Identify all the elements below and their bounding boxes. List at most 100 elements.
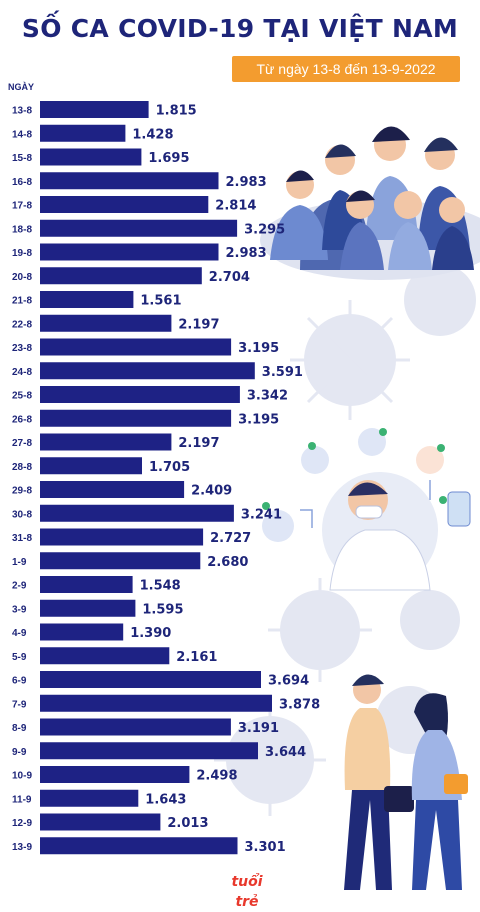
- bar: [40, 386, 240, 403]
- bar: [40, 196, 209, 213]
- category-label: 8-9: [12, 723, 27, 734]
- bar: [40, 243, 219, 261]
- value-label: 3.301: [245, 840, 286, 855]
- value-label: 2.013: [167, 816, 208, 831]
- bar: [40, 837, 238, 855]
- category-label: 2-9: [12, 581, 27, 592]
- bar: [40, 124, 126, 142]
- category-label: 26-8: [12, 414, 32, 425]
- bar: [40, 718, 231, 736]
- category-label: 17-8: [12, 201, 32, 212]
- category-label: 5-9: [12, 652, 27, 663]
- value-label: 1.705: [149, 460, 190, 475]
- category-label: 25-8: [12, 391, 32, 402]
- value-label: 1.428: [132, 127, 173, 142]
- bar: [40, 599, 136, 617]
- bar: [40, 433, 172, 451]
- category-label: 29-8: [12, 486, 32, 497]
- value-label: 2.409: [191, 484, 232, 499]
- category-label: 22-8: [12, 319, 32, 330]
- value-label: 1.390: [130, 626, 171, 641]
- bar: [40, 172, 219, 190]
- value-label: 1.643: [145, 792, 186, 807]
- value-label: 2.498: [196, 769, 237, 784]
- value-label: 3.195: [238, 412, 279, 427]
- category-label: 9-9: [12, 747, 27, 758]
- category-label: 27-8: [12, 438, 32, 449]
- bar: [40, 528, 204, 546]
- bar: [40, 409, 232, 427]
- value-label: 1.815: [156, 104, 197, 119]
- value-label: 1.548: [140, 579, 181, 594]
- value-label: 2.983: [226, 175, 267, 190]
- value-label: 3.878: [279, 697, 320, 712]
- bar: [40, 457, 142, 475]
- bar: [40, 362, 255, 380]
- value-label: 3.295: [244, 222, 285, 237]
- value-label: 2.197: [178, 317, 219, 332]
- bar: [40, 647, 170, 665]
- value-label: 2.680: [207, 555, 248, 570]
- couple-illustration: [344, 674, 468, 890]
- category-label: 24-8: [12, 367, 32, 378]
- value-label: 2.814: [215, 199, 256, 214]
- bar: [40, 694, 272, 712]
- category-label: 18-8: [12, 224, 32, 235]
- value-label: 2.197: [178, 436, 219, 451]
- bar: [40, 291, 134, 308]
- bar: [40, 742, 258, 760]
- value-label: 2.983: [226, 246, 267, 261]
- category-label: 31-8: [12, 533, 32, 544]
- bar: [40, 623, 124, 641]
- category-label: 12-9: [12, 818, 32, 829]
- category-label: 30-8: [12, 509, 32, 520]
- bar: [40, 338, 232, 356]
- tuoi-tre-logo: tuổi trẻ: [231, 874, 263, 910]
- page-title: SỐ CA COVID-19 TẠI VIỆT NAM: [21, 14, 459, 43]
- category-label: 20-8: [12, 272, 32, 283]
- value-label: 3.644: [265, 745, 306, 760]
- value-label: 1.561: [140, 294, 181, 309]
- category-label: 28-8: [12, 462, 32, 473]
- bar: [40, 671, 261, 688]
- category-label: 23-8: [12, 343, 32, 354]
- bar: [40, 219, 238, 237]
- value-label: 2.704: [209, 270, 250, 285]
- category-label: 7-9: [12, 699, 27, 710]
- bar: [40, 813, 161, 831]
- bar: [40, 101, 149, 118]
- bar: [40, 314, 172, 332]
- category-label: 1-9: [12, 557, 27, 568]
- value-label: 1.695: [148, 151, 189, 166]
- doctor-illustration: [262, 428, 471, 591]
- axis-title: NGÀY: [8, 82, 34, 92]
- value-label: 3.591: [262, 365, 303, 380]
- category-label: 3-9: [12, 604, 27, 615]
- bar: [40, 148, 142, 166]
- value-label: 3.342: [247, 389, 288, 404]
- value-label: 3.241: [241, 507, 282, 522]
- value-label: 2.727: [210, 531, 251, 546]
- bar: [40, 576, 133, 593]
- bar: [40, 552, 201, 570]
- value-label: 1.595: [142, 602, 183, 617]
- bar: [40, 766, 190, 783]
- value-label: 3.195: [238, 341, 279, 356]
- category-label: 6-9: [12, 676, 27, 687]
- value-label: 3.191: [238, 721, 279, 736]
- category-label: 14-8: [12, 129, 32, 140]
- bar: [40, 481, 185, 498]
- category-label: 13-8: [12, 106, 32, 117]
- category-label: 11-9: [12, 794, 32, 805]
- category-label: 10-9: [12, 771, 32, 782]
- crowd-illustration: [260, 126, 480, 280]
- category-label: 13-9: [12, 842, 32, 853]
- bar: [40, 504, 234, 522]
- date-range-badge: Từ ngày 13-8 đến 13-9-2022: [232, 56, 460, 82]
- value-label: 3.694: [268, 674, 309, 689]
- value-label: 2.161: [176, 650, 217, 665]
- category-label: 19-8: [12, 248, 32, 259]
- category-label: 16-8: [12, 177, 32, 188]
